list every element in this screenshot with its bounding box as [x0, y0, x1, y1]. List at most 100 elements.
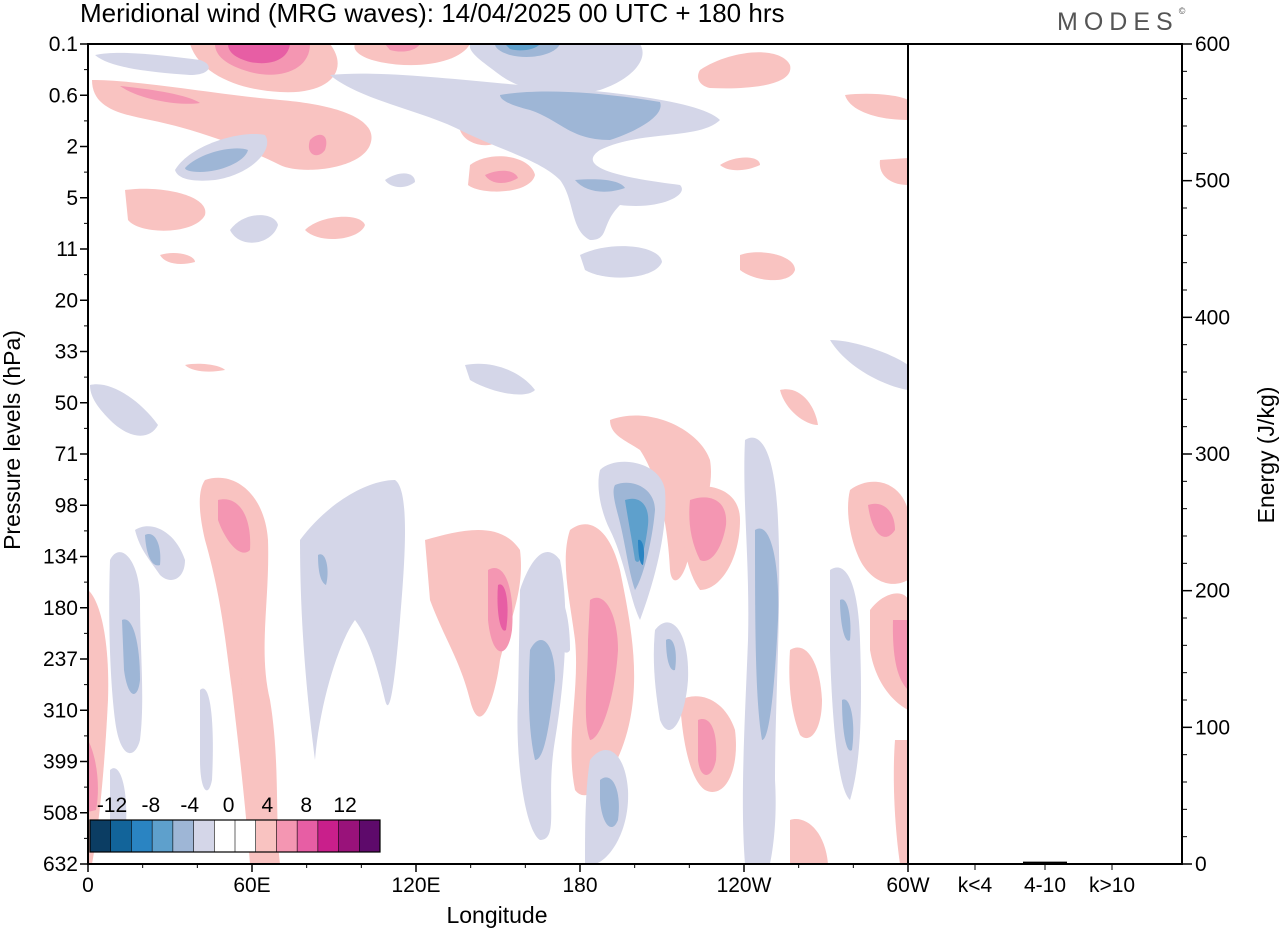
contour-region — [868, 503, 895, 537]
contour-region — [185, 148, 248, 172]
colorbar-swatch — [110, 820, 132, 852]
contour-region — [580, 246, 662, 278]
x-axis-title: Longitude — [446, 902, 547, 928]
contour-region — [653, 622, 689, 731]
contour-region — [122, 619, 140, 694]
contour-negative-regions — [90, 44, 908, 436]
x-tick-label: 180 — [562, 874, 597, 897]
energy-bar — [1023, 861, 1067, 864]
contour-region — [469, 44, 643, 95]
colorbar-label: -4 — [180, 794, 199, 817]
colorbar-swatch — [338, 820, 360, 852]
contour-region — [218, 499, 251, 553]
logo-mark: © — [1178, 6, 1186, 16]
contour-region — [666, 639, 676, 671]
contour-tropo-positive — [88, 415, 908, 864]
energy-panel-frame — [907, 43, 1183, 865]
y-tick-label: 310 — [43, 699, 78, 722]
colorbar-label: 12 — [333, 794, 356, 817]
colorbar-label: 8 — [300, 794, 312, 817]
y-tick-label: 237 — [43, 648, 78, 671]
contour-region — [879, 158, 908, 185]
contour-region — [92, 80, 372, 170]
energy-tick-label: 200 — [1195, 580, 1230, 603]
pressure-axis: 0.1 0.6 2 5 11 20 33 50 71 98 134 180 237 310 399 508 63… — [43, 33, 88, 876]
contour-region — [95, 52, 209, 75]
y-tick-label: 2 — [66, 136, 78, 159]
energy-tick-label: 0 — [1195, 853, 1207, 876]
colorbar-label: 0 — [223, 794, 235, 817]
contour-region — [528, 640, 555, 760]
chart-title: Meridional wind (MRG waves): 14/04/2025 … — [80, 0, 785, 28]
x-tick-label: 0 — [82, 874, 94, 897]
contour-region — [698, 52, 791, 89]
colorbar-swatch — [90, 820, 112, 852]
y-tick-label: 0.6 — [49, 84, 78, 107]
colorbar-swatch — [235, 820, 257, 852]
contour-region — [90, 384, 158, 436]
colorbar-label: -12 — [97, 794, 127, 817]
contour-region — [755, 528, 779, 740]
contour-positive-regions — [92, 44, 908, 425]
contour-region — [354, 44, 470, 66]
contour-region — [485, 170, 518, 184]
energy-axis-title: Energy (J/kg) — [1253, 387, 1279, 524]
y-tick-label: 134 — [43, 546, 78, 569]
colorbar: -12 -8 -4 0 4 8 12 — [89, 794, 381, 853]
contour-region — [125, 188, 206, 231]
contour-region — [305, 216, 365, 240]
contour-region — [638, 539, 645, 565]
contour-region — [88, 740, 98, 812]
colorbar-swatch — [172, 820, 195, 852]
y-tick-label: 399 — [43, 751, 78, 774]
energy-tick-label: 100 — [1195, 716, 1230, 739]
contour-region — [545, 587, 570, 653]
x-tick-label: 60E — [233, 874, 270, 897]
contour-region — [689, 497, 727, 561]
energy-tick-label: 600 — [1195, 33, 1230, 56]
contour-region — [740, 252, 795, 281]
colorbar-label: -8 — [142, 794, 161, 817]
y-tick-label: 5 — [66, 187, 78, 210]
contour-region — [842, 699, 854, 751]
energy-tick-label: 500 — [1195, 170, 1230, 193]
colorbar-swatch — [193, 820, 215, 852]
x-tick-label: 120E — [391, 874, 440, 897]
colorbar-swatch — [131, 820, 153, 852]
colorbar-swatch — [297, 820, 319, 852]
contour-region — [789, 647, 822, 739]
energy-axis: 0 100 200 300 400 500 600 — [1182, 33, 1230, 876]
colorbar-swatch — [152, 820, 174, 852]
y-tick-label: 71 — [55, 443, 78, 466]
contour-region — [300, 480, 405, 760]
y-axis-title: Pressure levels (hPa) — [0, 330, 25, 550]
contour-region — [830, 567, 861, 800]
contour-region — [575, 179, 625, 192]
y-tick-label: 33 — [55, 341, 78, 364]
contour-region — [228, 44, 290, 64]
contour-region — [500, 91, 661, 140]
y-tick-label: 20 — [55, 289, 78, 312]
colorbar-swatch — [214, 820, 236, 852]
contour-region — [160, 252, 195, 264]
contour-region — [698, 719, 717, 775]
contour-region — [385, 173, 415, 188]
contour-region — [318, 554, 328, 585]
logo-text: MODES — [1057, 8, 1179, 36]
contour-region — [505, 44, 540, 51]
wind-contour-field — [88, 44, 908, 864]
contour-region — [893, 740, 908, 864]
energy-tick-label: 400 — [1195, 306, 1230, 329]
contour-region — [385, 44, 420, 52]
contour-region — [200, 688, 213, 791]
bar-category-label: k<4 — [958, 874, 993, 897]
colorbar-swatch — [359, 820, 381, 852]
energy-tick-label: 300 — [1195, 443, 1230, 466]
contour-region — [308, 134, 327, 156]
bar-category-label: 4-10 — [1024, 874, 1066, 897]
contour-region — [185, 363, 225, 372]
contour-region — [585, 597, 618, 740]
contour-region — [830, 340, 908, 390]
contour-region — [845, 93, 908, 120]
y-tick-label: 632 — [43, 853, 78, 876]
